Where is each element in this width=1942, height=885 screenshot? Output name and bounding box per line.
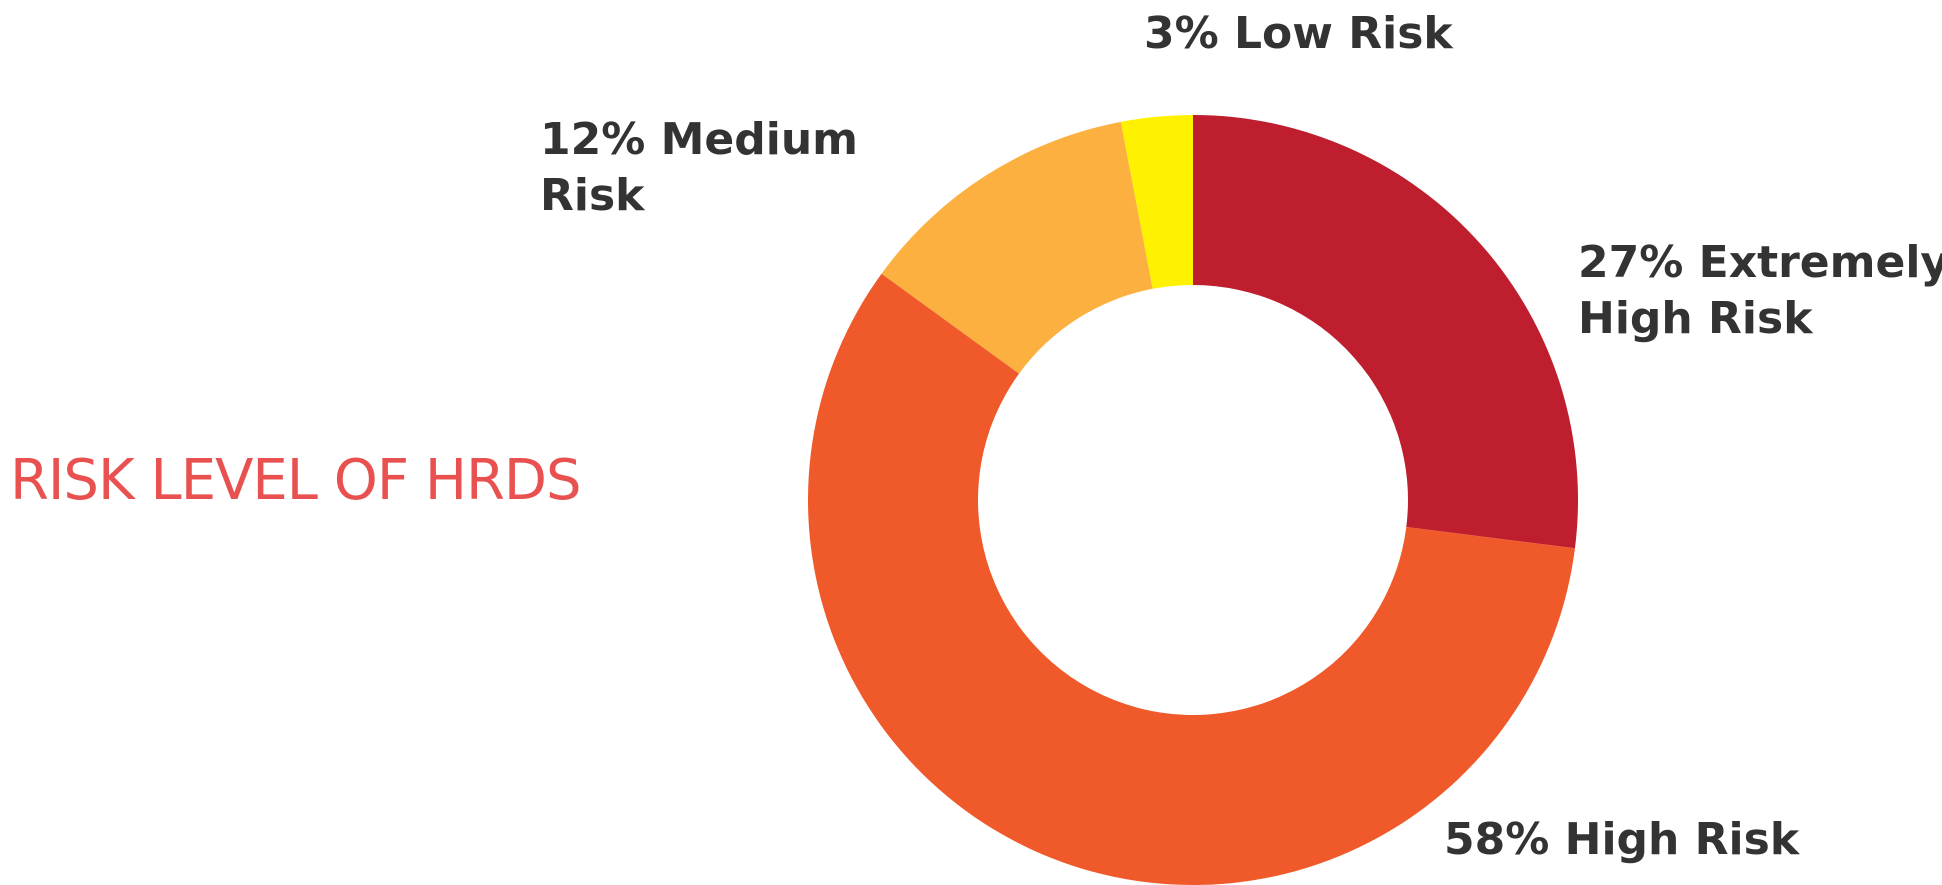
donut-slice-medium-risk xyxy=(881,121,1153,374)
data-label-line: 27% Extremely xyxy=(1578,237,1942,288)
data-label-line: 3% Low Risk xyxy=(1144,8,1453,59)
data-label-line: 12% Medium xyxy=(540,114,859,165)
data-label-extremely-high-risk: 27% Extremely High Risk xyxy=(1578,235,1942,347)
data-label-line: 58% High Risk xyxy=(1444,814,1800,865)
data-label-line: Risk xyxy=(540,170,645,221)
donut-slice-extremely-high-risk xyxy=(1193,115,1578,549)
data-label-line: High Risk xyxy=(1578,293,1813,344)
data-label-low-risk: 3% Low Risk xyxy=(1144,6,1453,62)
data-label-high-risk: 58% High Risk xyxy=(1444,812,1799,868)
data-label-medium-risk: 12% Medium Risk xyxy=(540,112,858,224)
chart-title: RISK LEVEL OF HRDS xyxy=(10,448,582,513)
donut-slice-high-risk xyxy=(807,273,1575,885)
donut-slice-low-risk xyxy=(1120,115,1193,289)
